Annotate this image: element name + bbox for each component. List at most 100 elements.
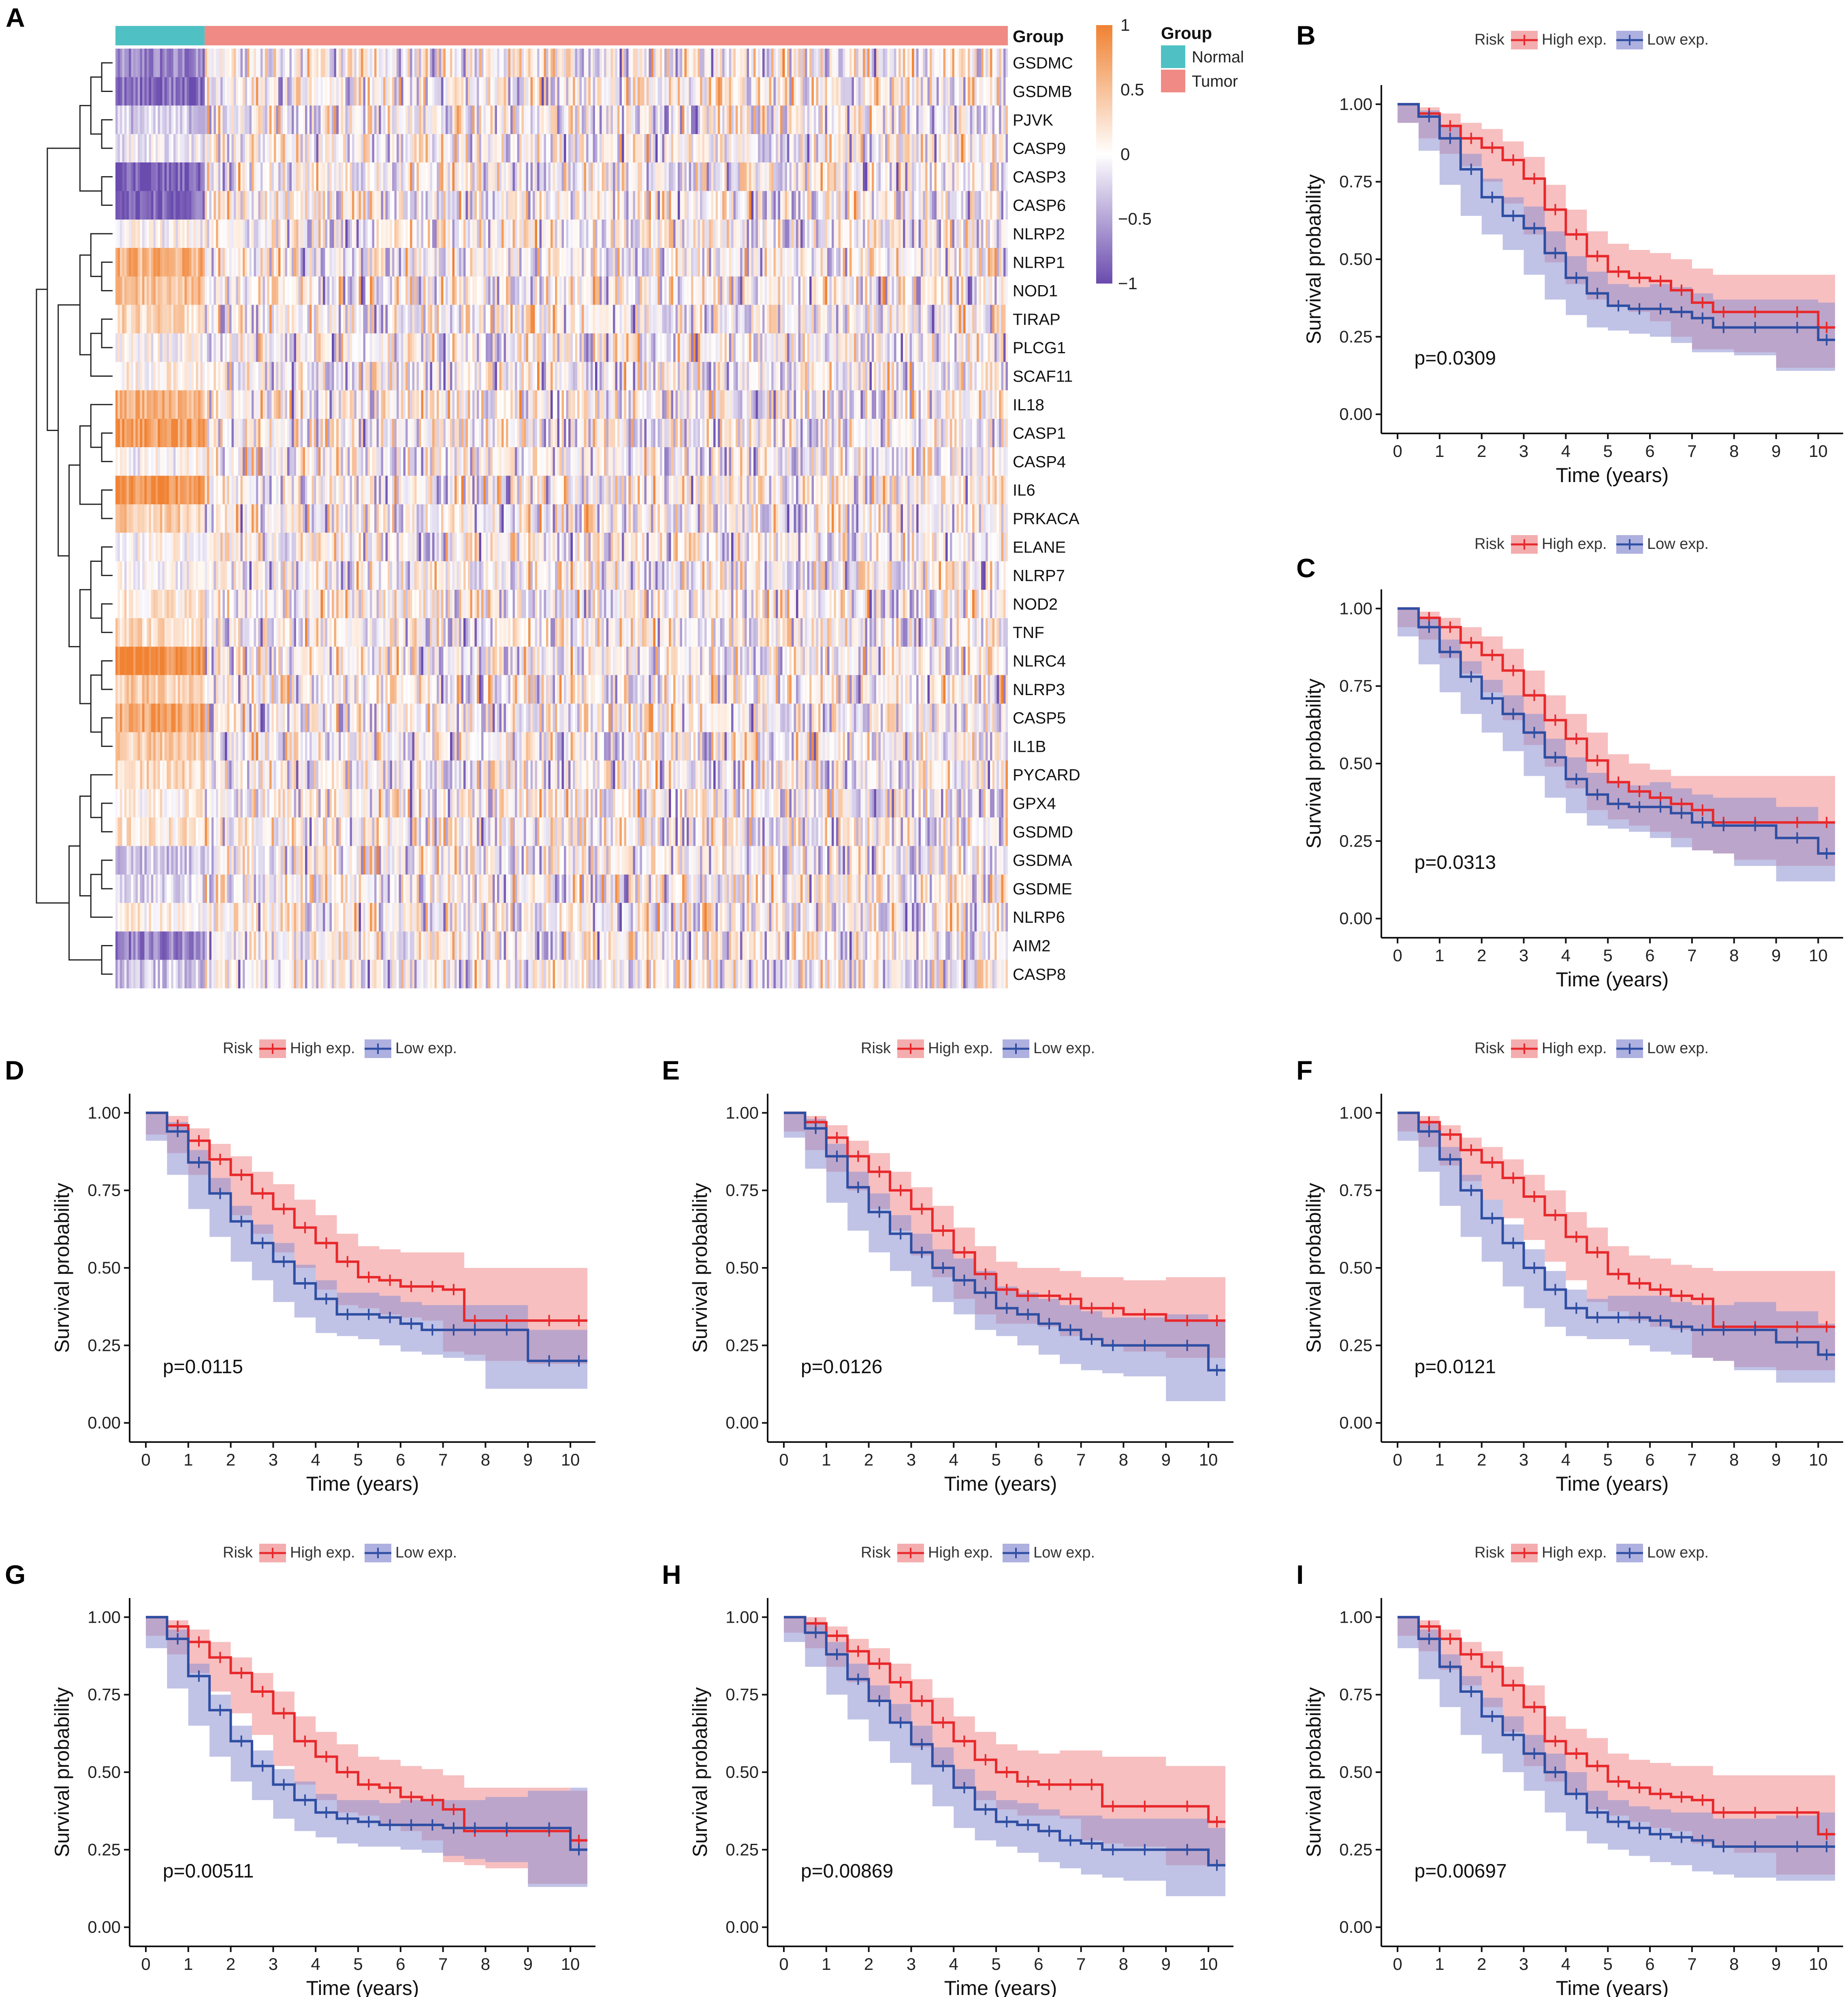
y-tick-label: 0.00 [1339, 909, 1372, 928]
gene-label: PYCARD [1013, 766, 1080, 784]
gene-label: TIRAP [1013, 311, 1061, 329]
ci-band-low [146, 1617, 587, 1887]
dendrogram-branch [101, 945, 113, 975]
x-tick-label: 5 [353, 1450, 363, 1469]
y-tick-label: 1.00 [1339, 94, 1372, 113]
x-tick-label: 9 [523, 1954, 533, 1974]
dendrogram-branch [36, 288, 69, 904]
x-tick-label: 5 [1603, 1450, 1613, 1469]
y-tick-label: 0.25 [1339, 1840, 1372, 1859]
x-tick-label: 9 [1161, 1954, 1171, 1974]
dendrogram-branch [101, 62, 113, 92]
y-tick-label: 0.00 [87, 1918, 121, 1937]
group-bar-title: Group [1013, 27, 1064, 46]
x-tick-label: 0 [1393, 442, 1402, 461]
y-tick-label: 0.50 [87, 1762, 121, 1782]
x-tick-label: 2 [1477, 1954, 1486, 1974]
x-axis-title: Time (years) [306, 1472, 419, 1495]
y-tick-label: 0.50 [1339, 1762, 1372, 1782]
y-tick-label: 0.50 [726, 1762, 759, 1782]
y-tick-label: 0.75 [1339, 1685, 1372, 1704]
dendrogram-branch [79, 105, 102, 192]
gene-label: TNF [1013, 624, 1044, 642]
dendrogram-branch [79, 795, 91, 897]
x-tick-label: 9 [523, 1450, 533, 1469]
x-tick-label: 4 [311, 1954, 320, 1974]
x-tick-label: 3 [269, 1954, 278, 1974]
dendrogram-branch [79, 254, 91, 356]
survival-curve-high [784, 1112, 1225, 1322]
dendrogram-branch [90, 76, 102, 135]
y-tick-label: 0.75 [1339, 676, 1372, 696]
group-legend-swatch [1161, 70, 1185, 92]
gene-label: NLRC4 [1013, 653, 1066, 670]
y-tick-label: 0.75 [726, 1181, 759, 1200]
x-tick-label: 8 [1729, 1954, 1739, 1974]
legend-label-low: Low exp. [1033, 1040, 1095, 1057]
legend-title: Risk [1475, 31, 1505, 48]
p-value-label: p=0.00869 [801, 1860, 893, 1882]
x-tick-label: 5 [991, 1954, 1001, 1974]
y-axis-title: Survival probability [689, 1183, 711, 1353]
x-tick-label: 6 [1645, 946, 1654, 965]
y-tick-label: 0.00 [1339, 1413, 1372, 1432]
group-legend-label: Normal [1192, 48, 1244, 66]
x-tick-label: 1 [1435, 1954, 1444, 1974]
gene-label: PJVK [1013, 111, 1053, 129]
p-value-label: p=0.0126 [801, 1356, 883, 1378]
y-tick-label: 0.50 [1339, 250, 1372, 269]
x-tick-label: 0 [141, 1450, 150, 1469]
x-tick-label: 6 [1645, 1450, 1654, 1469]
dendrogram-branch [101, 717, 113, 747]
x-axis-title: Time (years) [944, 1472, 1057, 1495]
x-tick-label: 6 [396, 1954, 405, 1974]
km-panel-c: C Risk High exp. Low exp. 0.00 0.25 0.50 0.75 1.… [1296, 535, 1843, 991]
legend-label-high: High exp. [928, 1544, 993, 1561]
gene-label: GSDMC [1013, 54, 1073, 72]
p-value-label: p=0.00511 [163, 1860, 254, 1882]
legend-label-low: Low exp. [395, 1040, 457, 1057]
x-tick-label: 0 [779, 1954, 788, 1974]
panel-letter-c: C [1296, 553, 1316, 583]
y-tick-label: 1.00 [726, 1607, 759, 1626]
x-tick-label: 4 [949, 1450, 958, 1469]
group-legend: Group Normal Tumor [1161, 23, 1244, 92]
x-tick-label: 8 [481, 1450, 490, 1469]
survival-curve-low [146, 1112, 587, 1362]
ci-band-low [784, 1113, 1225, 1402]
gene-label: NLRP7 [1013, 567, 1065, 585]
legend-label-high: High exp. [1542, 1544, 1607, 1561]
x-tick-label: 10 [1809, 946, 1828, 965]
panel-letter-h: H [662, 1560, 681, 1589]
gene-label: CASP3 [1013, 168, 1066, 186]
dendrogram-branch [101, 432, 113, 462]
legend-title: Risk [223, 1544, 253, 1561]
km-panel-b: B Risk High exp. Low exp. 0.00 0.25 0.50 0.75 1.… [1296, 20, 1843, 486]
legend-label-low: Low exp. [1647, 536, 1709, 553]
dendrogram-branch [101, 603, 113, 633]
ci-band-low [784, 1617, 1225, 1897]
x-tick-label: 5 [1603, 442, 1613, 461]
panel-letter-d: D [5, 1055, 24, 1085]
x-tick-label: 8 [1119, 1954, 1128, 1974]
y-axis-title: Survival probability [1302, 1183, 1325, 1353]
x-tick-label: 2 [864, 1450, 873, 1469]
gene-label: GSDMA [1013, 852, 1072, 870]
group-annotation-bar [115, 26, 1008, 45]
survival-curve-high [1398, 1616, 1835, 1836]
gene-label: GPX4 [1013, 795, 1056, 813]
x-tick-label: 4 [949, 1954, 958, 1974]
y-tick-label: 0.75 [726, 1685, 759, 1704]
y-tick-label: 0.75 [1339, 1181, 1372, 1200]
legend-title: Risk [223, 1040, 253, 1057]
x-tick-label: 9 [1161, 1450, 1171, 1469]
x-tick-label: 8 [1119, 1450, 1128, 1469]
p-value-label: p=0.0313 [1415, 852, 1496, 873]
dendrogram-branch [101, 660, 113, 690]
x-tick-label: 10 [1199, 1450, 1218, 1469]
dendrogram-branch [47, 147, 80, 431]
x-tick-label: 4 [1561, 442, 1571, 461]
x-tick-label: 7 [1687, 946, 1696, 965]
x-tick-label: 0 [1393, 946, 1402, 965]
y-axis-title: Survival probability [51, 1183, 73, 1353]
